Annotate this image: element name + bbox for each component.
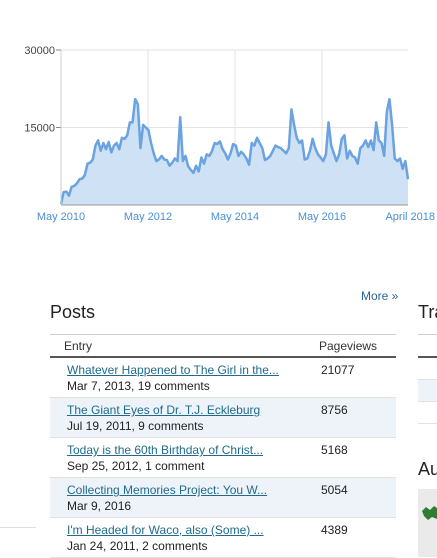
post-title-link[interactable]: Today is the 60th Birthday of Christ... xyxy=(67,443,264,457)
post-title-link[interactable]: Whatever Happened to The Girl in the... xyxy=(67,363,279,377)
pageviews-area-fill xyxy=(61,99,408,205)
traffic-sources-row xyxy=(418,380,437,402)
post-pageviews: 8756 xyxy=(321,403,348,417)
pageviews-column-header: Pageviews xyxy=(319,339,378,353)
traffic-sources-row xyxy=(418,358,437,380)
traffic-sources-title: Tra xyxy=(418,302,437,322)
posts-table-header: Entry Pageviews xyxy=(50,334,396,358)
post-pageviews: 5168 xyxy=(321,443,348,457)
post-pageviews: 4389 xyxy=(321,523,348,537)
table-row: I'm Headed for Waco, also (Some) ... Jan… xyxy=(50,518,396,558)
posts-section-title: Posts xyxy=(50,302,96,322)
post-meta: Sep 25, 2012, 1 comment xyxy=(67,459,205,473)
table-row: Whatever Happened to The Girl in the... … xyxy=(50,358,396,398)
pageviews-chart: 30000 15000 May 2010 May 2012 May 2014 May 20… xyxy=(0,0,437,230)
pageviews-series-line xyxy=(59,97,410,205)
post-pageviews: 5054 xyxy=(321,483,348,497)
x-tick-label: May 2014 xyxy=(211,211,259,223)
table-row: The Giant Eyes of Dr. T.J. Eckleburg Jul… xyxy=(50,398,396,438)
posts-table: Entry Pageviews Whatever Happened to The… xyxy=(50,334,396,558)
post-pageviews: 21077 xyxy=(321,363,355,377)
audience-section-title: Au xyxy=(418,459,437,479)
table-row: Collecting Memories Project: You W... Ma… xyxy=(50,478,396,518)
x-tick-label: May 2016 xyxy=(298,211,346,223)
y-tick-label: 30000 xyxy=(24,45,55,57)
map-thumbnail-graphic xyxy=(422,506,437,520)
table-row: Today is the 60th Birthday of Christ... … xyxy=(50,438,396,478)
divider-line xyxy=(0,527,36,528)
post-meta: Jan 24, 2011, 2 comments xyxy=(67,539,208,553)
traffic-sources-header xyxy=(418,334,437,358)
post-title-link[interactable]: Collecting Memories Project: You W... xyxy=(67,483,268,497)
post-title-link[interactable]: I'm Headed for Waco, also (Some) ... xyxy=(67,523,264,537)
y-tick-label: 15000 xyxy=(24,123,55,135)
post-title-link[interactable]: The Giant Eyes of Dr. T.J. Eckleburg xyxy=(67,403,261,417)
post-meta: Mar 9, 2016 xyxy=(67,499,132,513)
post-meta: Jul 19, 2011, 9 comments xyxy=(67,419,204,433)
more-posts-link[interactable]: More » xyxy=(361,289,399,303)
x-tick-label: May 2012 xyxy=(124,211,172,223)
traffic-sources-row xyxy=(418,402,437,424)
pageviews-chart-svg: 30000 15000 May 2010 May 2012 May 2014 May 20… xyxy=(24,45,435,223)
traffic-sources-table-partial xyxy=(418,334,437,424)
x-tick-label: April 2018 xyxy=(385,211,435,223)
post-meta: Mar 7, 2013, 19 comments xyxy=(67,379,210,393)
audience-map-thumbnail xyxy=(418,489,437,557)
entry-column-header: Entry xyxy=(64,339,93,353)
x-tick-label: May 2010 xyxy=(37,211,85,223)
